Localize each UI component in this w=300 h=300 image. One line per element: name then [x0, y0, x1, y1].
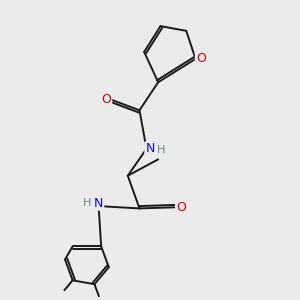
Text: H: H: [83, 198, 91, 208]
Text: O: O: [101, 93, 111, 106]
Text: O: O: [176, 201, 186, 214]
Text: N: N: [94, 197, 103, 210]
Text: O: O: [196, 52, 206, 65]
Text: N: N: [145, 142, 155, 155]
Text: H: H: [157, 145, 165, 155]
